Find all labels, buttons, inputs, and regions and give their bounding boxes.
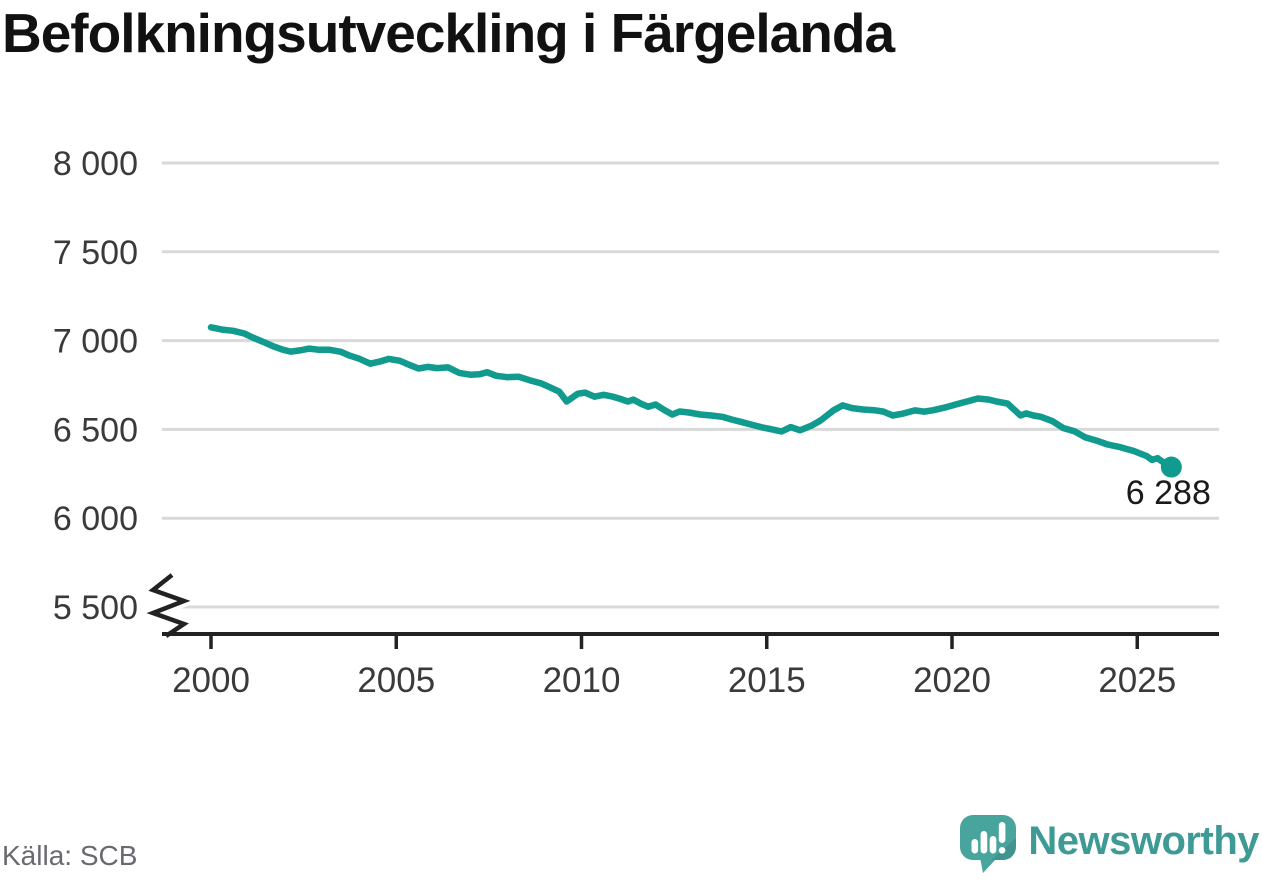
y-tick-label: 5 500 bbox=[53, 589, 138, 627]
axis-break-zigzag bbox=[146, 573, 191, 638]
gridlines bbox=[162, 161, 1219, 609]
end-point-dot bbox=[1160, 456, 1182, 478]
page-title: Befolkningsutveckling i Färgelanda bbox=[2, 2, 895, 64]
end-point-group: 6 288 bbox=[1126, 456, 1211, 512]
x-axis bbox=[162, 632, 1219, 649]
x-tick-label: 2025 bbox=[1098, 661, 1176, 700]
y-axis-labels: 8 000 7 500 7 000 6 500 6 000 5 500 bbox=[53, 145, 138, 627]
x-tick-label: 2010 bbox=[543, 661, 621, 700]
newsworthy-bubble-chart-icon bbox=[960, 815, 1017, 873]
newsworthy-wordmark: Newsworthy bbox=[1028, 819, 1259, 863]
source-caption: Källa: SCB bbox=[2, 840, 138, 871]
newsworthy-logo: Newsworthy bbox=[959, 814, 1259, 874]
x-tick-label: 2015 bbox=[728, 661, 806, 700]
x-tick-label: 2005 bbox=[357, 661, 435, 700]
y-tick-label: 6 000 bbox=[53, 500, 138, 538]
y-tick-label: 7 500 bbox=[53, 234, 138, 272]
x-tick-label: 2000 bbox=[172, 661, 250, 700]
population-line-series bbox=[207, 324, 1175, 471]
x-axis-labels: 2000 2005 2010 2015 2020 2025 bbox=[172, 661, 1176, 700]
y-tick-label: 8 000 bbox=[53, 145, 138, 183]
axis-break-icon bbox=[135, 570, 202, 641]
y-tick-label: 6 500 bbox=[53, 411, 138, 449]
x-tick-label: 2020 bbox=[913, 661, 991, 700]
population-line bbox=[207, 324, 1175, 471]
logo-bar-glyphs bbox=[971, 822, 1006, 854]
end-value-label: 6 288 bbox=[1126, 474, 1211, 512]
y-tick-label: 7 000 bbox=[53, 323, 138, 361]
